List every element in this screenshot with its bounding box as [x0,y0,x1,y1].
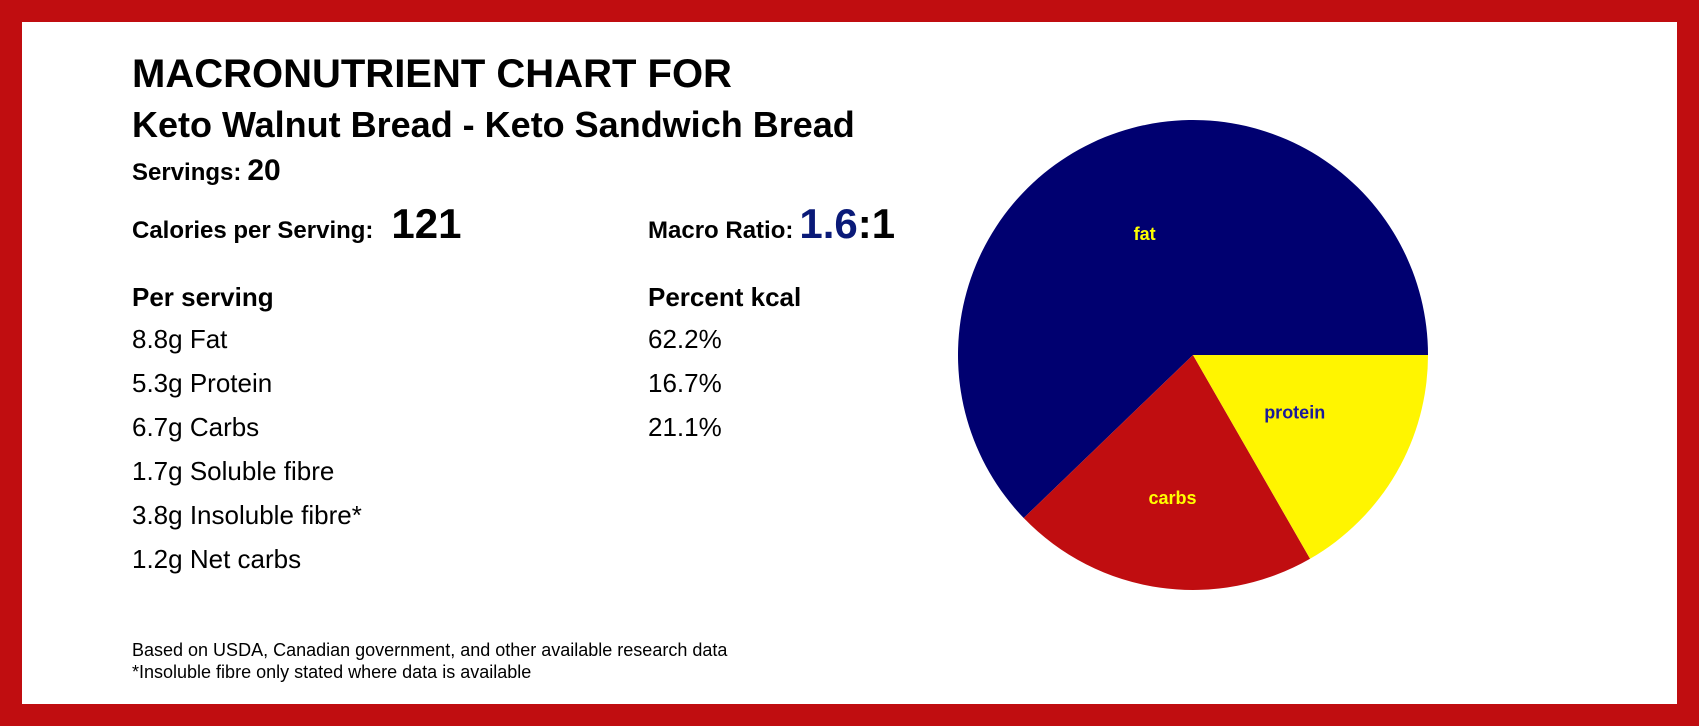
pie-label-protein: protein [1264,403,1325,423]
row-amount-insoluble-fibre: 3.8g Insoluble fibre* [132,500,362,530]
servings-line: Servings: 20 [132,154,281,188]
row-percent-protein: 16.7% [648,368,722,398]
calories-line: Calories per Serving: 121 [132,200,462,248]
chart-panel: MACRONUTRIENT CHART FOR Keto Walnut Brea… [22,22,1677,704]
recipe-name: Keto Walnut Bread - Keto Sandwich Bread [132,104,855,145]
row-percent-carbs: 21.1% [648,412,722,442]
per-serving-header: Per serving [132,282,274,312]
macro-ratio-line: Macro Ratio: 1.6:1 [648,200,895,248]
row-percent-fat: 62.2% [648,324,722,354]
calories-label: Calories per Serving: [132,217,374,244]
calories-value: 121 [391,200,462,247]
row-amount-soluble-fibre: 1.7g Soluble fibre [132,456,335,486]
servings-label: Servings: [132,159,242,186]
macro-pie-chart: fat carbs protein [957,119,1428,590]
pie-label-fat: fat [1134,224,1156,244]
pie-label-carbs: carbs [1148,488,1196,508]
row-amount-fat: 8.8g Fat [132,324,228,354]
servings-value: 20 [247,154,281,187]
macro-ratio-value: 1.6 [799,200,858,247]
percent-kcal-header: Percent kcal [648,282,802,312]
row-amount-net-carbs: 1.2g Net carbs [132,544,302,574]
footnote-insoluble: *Insoluble fibre only stated where data … [132,662,532,682]
row-amount-carbs: 6.7g Carbs [132,412,260,442]
pie-slice-protein [1193,355,1428,559]
chart-title: MACRONUTRIENT CHART FOR [132,52,732,96]
footnote-source: Based on USDA, Canadian government, and … [132,640,728,660]
pie-slice-fat [957,119,1428,519]
pie-slice-carbs [1023,355,1311,590]
macro-ratio-suffix: :1 [857,200,896,247]
macro-ratio-label: Macro Ratio: [648,217,794,244]
row-amount-protein: 5.3g Protein [132,368,273,398]
